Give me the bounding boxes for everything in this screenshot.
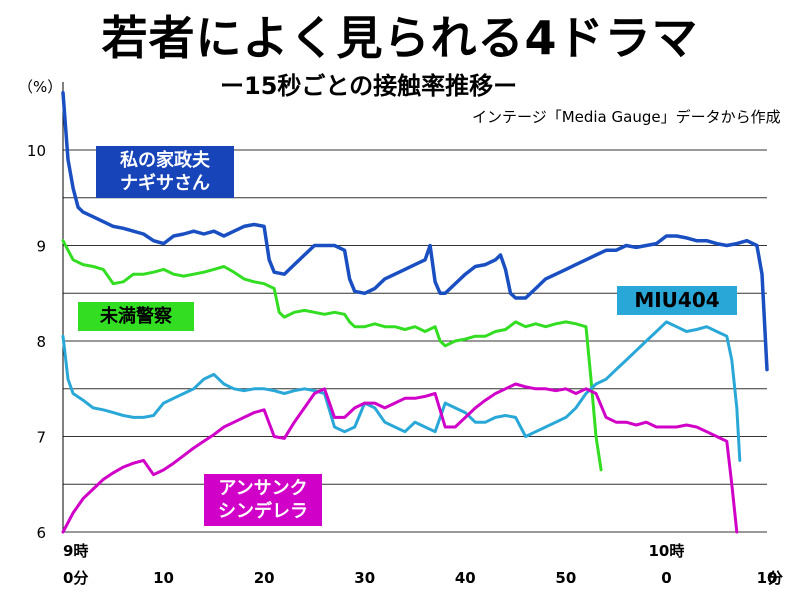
hour-label: 10時 — [648, 542, 684, 560]
x-tick-label: 20 — [254, 569, 275, 587]
x-tick-label: 50 — [555, 569, 576, 587]
series-line-0 — [61, 90, 769, 372]
legend-text-miu404: MIU404 — [634, 288, 720, 312]
y-tick-label: 6 — [36, 524, 46, 542]
x-tick-label: 0分 — [63, 569, 88, 587]
x-tick-label: 0 — [661, 569, 671, 587]
series-line-2 — [61, 320, 742, 462]
y-tick-label: 7 — [36, 429, 46, 447]
chart-title: 若者によく見られる4ドラマ — [101, 11, 699, 65]
legend-text-mimankeisatsu: 未満警察 — [100, 306, 172, 327]
x-tick-label: 10 — [757, 569, 778, 587]
y-tick-label: 8 — [36, 333, 46, 351]
x-tick-label: 10 — [153, 569, 174, 587]
x-tick-label: 30 — [354, 569, 375, 587]
chart-subtitle: ー15秒ごとの接触率推移ー — [220, 72, 518, 100]
legend-text-nagisa: 私の家政夫 ナギサさん — [120, 150, 210, 194]
series-line-3 — [61, 382, 739, 534]
legend-text-anthank: アンサンク シンデレラ — [218, 478, 308, 522]
hour-label: 9時 — [63, 542, 88, 560]
legend-label-miu404: MIU404 — [617, 286, 737, 315]
legend-label-nagisa: 私の家政夫 ナギサさん — [96, 146, 234, 198]
y-tick-label: 10 — [27, 142, 46, 160]
series-line-1 — [61, 239, 603, 472]
legend-label-anthank: アンサンク シンデレラ — [204, 474, 322, 526]
y-axis-unit: （%） — [18, 78, 63, 96]
data-source-note: インテージ「Media Gauge」データから作成 — [472, 108, 781, 126]
x-axis-unit: 分 — [768, 569, 783, 587]
x-tick-label: 40 — [455, 569, 476, 587]
y-tick-label: 9 — [36, 238, 46, 256]
legend-label-mimankeisatsu: 未満警察 — [78, 302, 194, 331]
